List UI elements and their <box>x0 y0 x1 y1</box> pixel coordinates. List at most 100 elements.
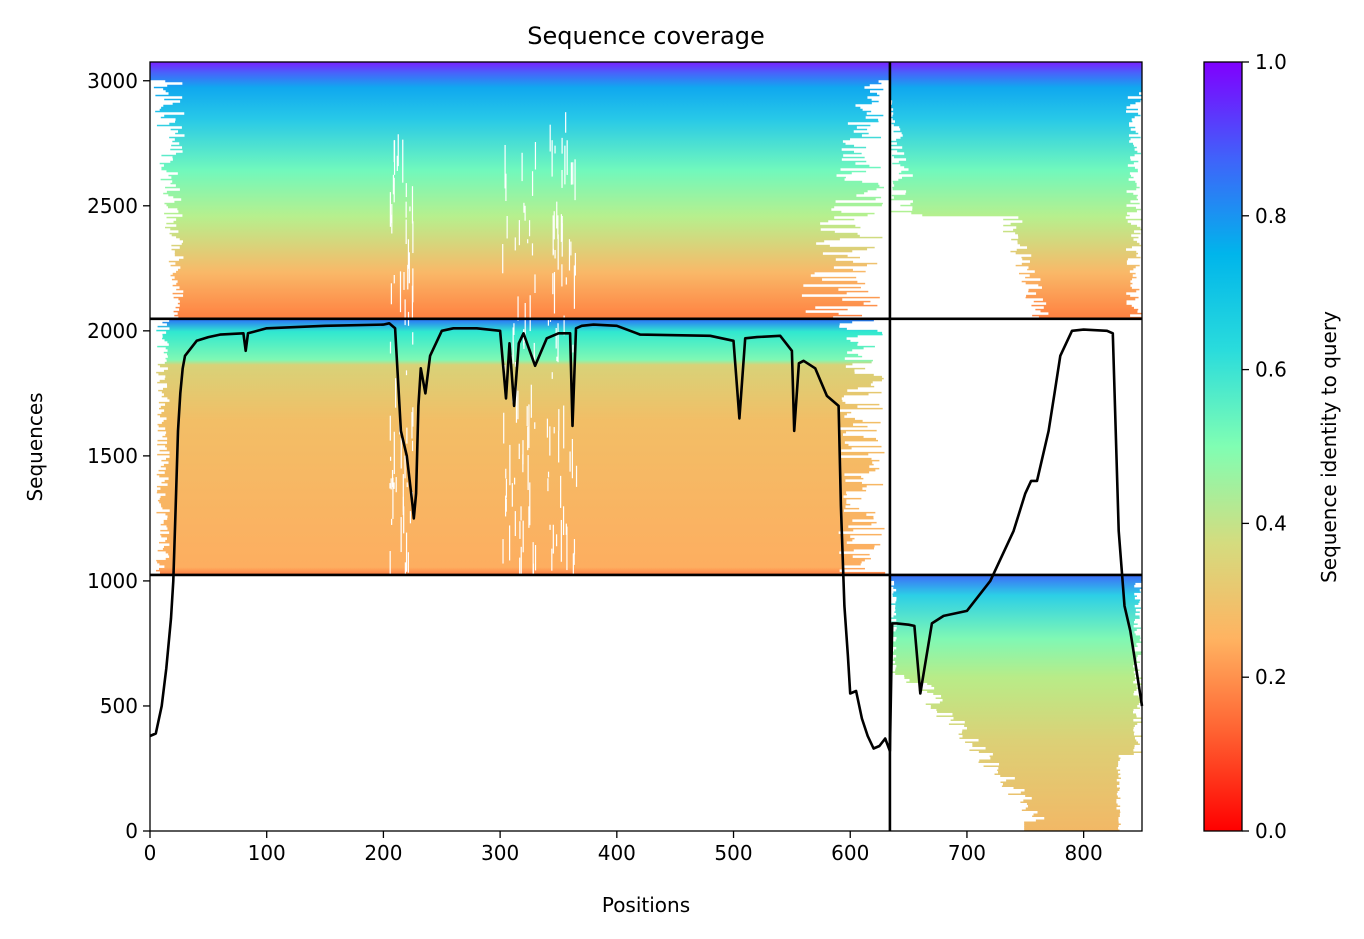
coverage-gap <box>411 412 413 439</box>
coverage-gap <box>889 746 986 750</box>
coverage-gap <box>1132 282 1142 285</box>
coverage-gap <box>857 387 890 390</box>
coverage-gap <box>889 804 1028 808</box>
coverage-gap <box>1133 306 1142 309</box>
coverage-gap <box>1133 238 1142 241</box>
coverage-gap <box>878 182 890 185</box>
coverage-gap <box>873 373 890 376</box>
coverage-gap <box>150 296 174 299</box>
coverage-gap <box>833 266 890 269</box>
coverage-gap <box>864 567 890 570</box>
coverage-gap <box>858 341 890 344</box>
coverage-gap <box>1135 582 1142 586</box>
coverage-gap <box>150 166 162 169</box>
coverage-gap <box>868 132 890 135</box>
colorbar-tick-label-3: 0.6 <box>1255 358 1287 382</box>
coverage-gap <box>150 565 165 568</box>
coverage-gap <box>851 411 890 414</box>
coverage-gap <box>1139 616 1142 620</box>
coverage-gap <box>1136 254 1142 257</box>
coverage-gap <box>1133 192 1142 195</box>
coverage-gap <box>889 730 962 734</box>
coverage-gap <box>520 506 522 521</box>
coverage-gap <box>1129 214 1142 217</box>
coverage-gap <box>861 481 890 484</box>
coverage-gap <box>564 145 566 185</box>
x-tick-label-0: 0 <box>144 841 157 865</box>
coverage-gap <box>523 335 525 349</box>
coverage-gap <box>150 471 165 474</box>
coverage-gap <box>889 782 1003 786</box>
coverage-gap <box>552 215 554 256</box>
coverage-gap <box>1116 778 1142 782</box>
coverage-gap <box>150 543 170 546</box>
coverage-gap <box>150 535 162 538</box>
coverage-gap <box>845 365 890 368</box>
coverage-gap <box>1134 154 1142 157</box>
coverage-gap <box>390 478 392 490</box>
coverage-gap <box>150 98 165 101</box>
coverage-gap <box>889 720 965 724</box>
coverage-gap <box>1135 632 1142 636</box>
coverage-gap <box>393 177 395 203</box>
coverage-gap <box>150 130 179 133</box>
coverage-gap <box>150 274 171 277</box>
coverage-gap <box>532 542 534 576</box>
coverage-gap <box>878 118 890 121</box>
coverage-gap <box>150 124 157 127</box>
coverage-gap <box>549 124 551 152</box>
coverage-gap <box>150 507 163 510</box>
coverage-gap <box>889 768 998 772</box>
coverage-gap <box>150 497 160 500</box>
coverage-gap <box>505 478 508 498</box>
coverage-gap <box>876 188 890 191</box>
coverage-gap <box>518 220 520 246</box>
coverage-gap <box>1119 786 1142 790</box>
coverage-gap <box>889 284 1039 287</box>
coverage-gap <box>562 506 565 536</box>
coverage-gap <box>1140 256 1142 259</box>
coverage-gap <box>534 422 536 429</box>
coverage-gap <box>150 405 161 408</box>
coverage-gap <box>150 186 166 189</box>
coverage-gap <box>889 290 1029 293</box>
y-tick-label-4: 2000 <box>87 319 138 343</box>
coverage-gap <box>889 266 1029 269</box>
coverage-gap <box>841 148 890 151</box>
coverage-gap <box>859 507 890 510</box>
coverage-gap <box>889 246 1028 249</box>
coverage-gap <box>1137 722 1142 726</box>
coverage-gap <box>847 122 890 125</box>
coverage-gap <box>1120 756 1142 760</box>
coverage-gap <box>150 234 172 237</box>
coverage-gap <box>889 236 1019 239</box>
coverage-gap <box>522 520 524 553</box>
coverage-gap <box>1136 642 1142 646</box>
coverage-gap <box>889 700 940 704</box>
coverage-gap <box>551 548 553 571</box>
coverage-gap <box>389 341 392 354</box>
coverage-gap <box>150 112 185 115</box>
coverage-gap <box>889 792 1009 796</box>
coverage-gap <box>150 495 161 498</box>
coverage-gap <box>529 295 531 332</box>
coverage-gap <box>889 744 973 748</box>
coverage-gap <box>889 274 1030 277</box>
coverage-gap <box>1116 806 1142 810</box>
coverage-gap <box>868 453 890 456</box>
x-tick-label-8: 800 <box>1065 841 1103 865</box>
coverage-gap <box>1119 812 1142 816</box>
coverage-gap <box>889 132 902 135</box>
coverage-gap <box>889 618 897 622</box>
coverage-gap <box>1136 196 1142 199</box>
coverage-gap <box>1118 774 1142 778</box>
coverage-gap <box>1136 250 1142 253</box>
coverage-gap <box>889 216 1019 219</box>
coverage-gap <box>514 477 516 485</box>
coverage-gap <box>150 539 166 542</box>
coverage-gap <box>868 290 890 293</box>
coverage-gap <box>150 314 175 317</box>
coverage-gap <box>889 684 932 688</box>
coverage-gap <box>1134 618 1142 622</box>
colorbar: 0.0 0.2 0.4 0.6 0.8 1.0 Sequence identity to … <box>1203 50 1341 843</box>
